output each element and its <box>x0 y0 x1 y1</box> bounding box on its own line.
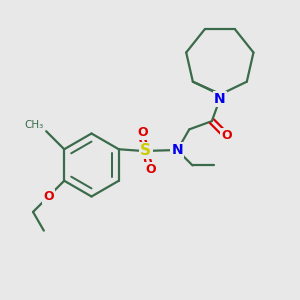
Text: O: O <box>137 126 148 139</box>
Text: O: O <box>43 190 54 203</box>
Text: N: N <box>214 92 226 106</box>
Text: O: O <box>221 129 232 142</box>
Text: S: S <box>140 143 151 158</box>
Text: N: N <box>172 143 183 157</box>
Text: CH₃: CH₃ <box>24 120 43 130</box>
Text: O: O <box>145 163 156 176</box>
